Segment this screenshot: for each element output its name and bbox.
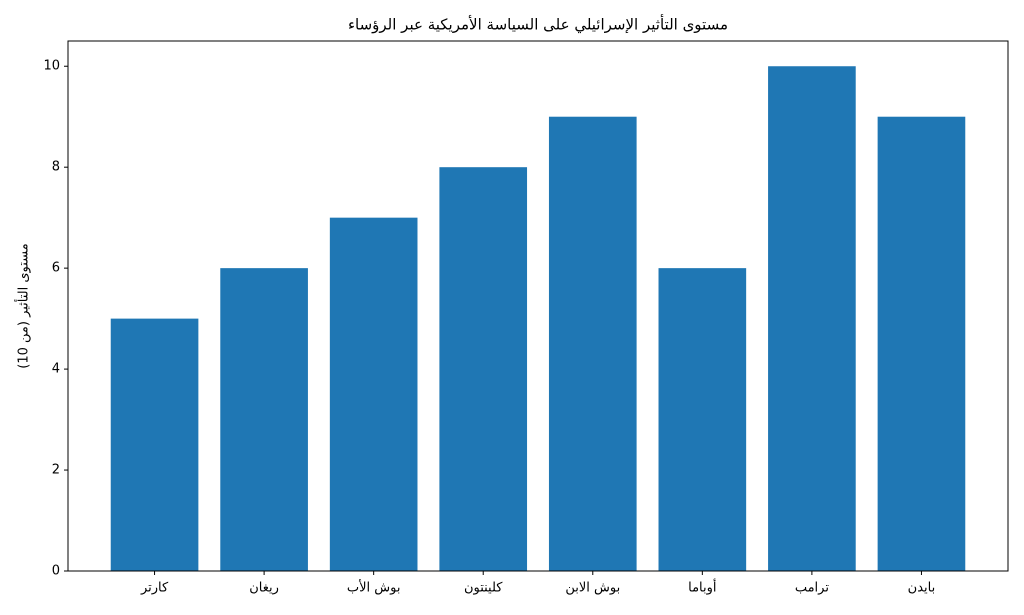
bar [548, 116, 637, 571]
x-tick-label: أوباما [688, 579, 716, 596]
y-tick-label: 10 [43, 59, 60, 74]
y-tick-label: 4 [52, 362, 60, 377]
plot-frame [67, 40, 1009, 572]
x-tick-label: ريغان [249, 581, 279, 596]
bar [329, 217, 418, 571]
chart-title: مستوى التأثير الإسرائيلي على السياسة الأ… [348, 14, 728, 35]
x-tick-label: بايدن [908, 581, 936, 596]
x-tick-label: بوش الأب [347, 579, 401, 596]
bar [877, 116, 966, 571]
bar [658, 268, 747, 571]
bar [110, 318, 199, 571]
x-tick-label: كارتر [140, 581, 169, 596]
bar [768, 66, 856, 571]
x-tick-label: كلينتون [464, 581, 503, 596]
x-tick-label: ترامب [795, 581, 830, 596]
bar [220, 268, 308, 571]
bar [439, 167, 528, 571]
y-tick-label: 8 [52, 160, 60, 175]
y-axis-label: مستوى التأثير (من 10) [14, 243, 32, 369]
y-tick-label: 2 [52, 463, 60, 478]
y-tick-label: 6 [52, 261, 60, 276]
x-tick-label: بوش الابن [565, 581, 620, 596]
y-tick-label: 0 [52, 564, 60, 579]
